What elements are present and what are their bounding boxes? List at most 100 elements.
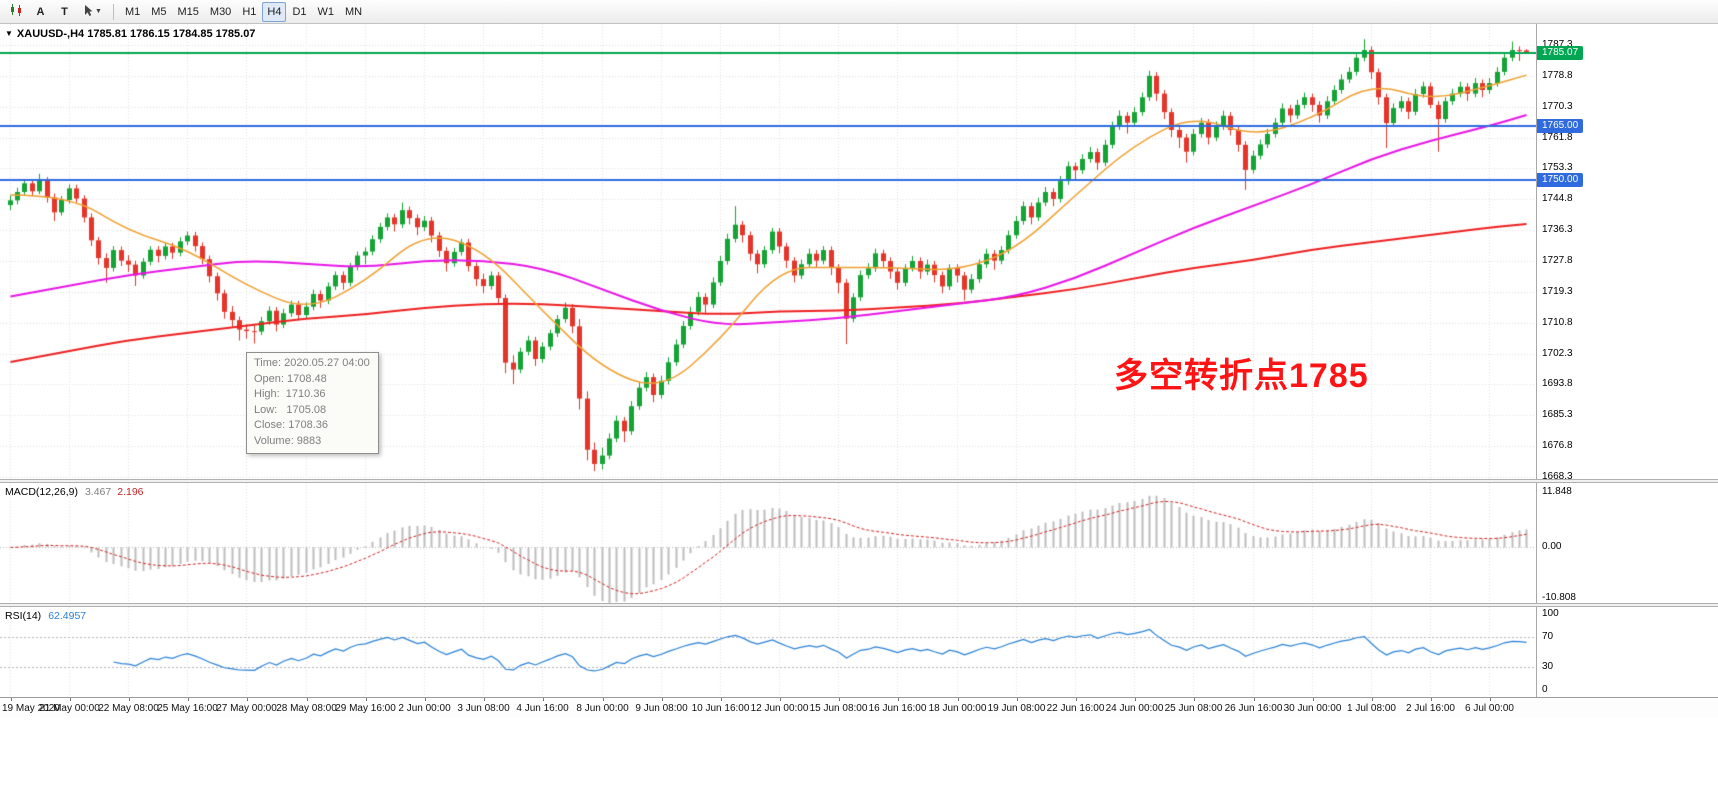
timeframe-label: D1 — [292, 5, 307, 18]
scale-tick-label: 0 — [1542, 684, 1548, 696]
macd-scale[interactable]: 11.848 0.00 -10.808 — [1536, 483, 1718, 603]
scale-tick-label: 1753.3 — [1542, 162, 1573, 174]
panel-splitter[interactable] — [0, 479, 1718, 483]
timeframe-button-h4[interactable]: H4 — [262, 1, 287, 22]
time-axis-tick — [10, 698, 12, 701]
time-axis-tick — [69, 698, 71, 701]
symbol-ohlc-text: XAUUSD-,H4 1785.81 1786.15 1784.85 1785.… — [16, 28, 256, 40]
timeframe-label: W1 — [317, 5, 335, 18]
time-axis-label: 25 May 16:00 — [157, 703, 218, 714]
time-axis-label: 8 Jun 00:00 — [576, 703, 629, 714]
scale-tick-label: 1727.8 — [1542, 254, 1573, 266]
rsi-canvas[interactable] — [0, 607, 1536, 697]
time-axis-label: 4 Jun 16:00 — [516, 703, 569, 714]
scale-tick-label: 70 — [1542, 630, 1554, 642]
scale-tick-label: 1710.8 — [1542, 316, 1573, 328]
time-axis-label: 16 Jun 16:00 — [868, 703, 927, 714]
time-axis-label: 2 Jun 00:00 — [398, 703, 451, 714]
time-axis-tick — [128, 698, 130, 701]
time-axis-tick — [779, 698, 781, 701]
time-axis[interactable]: 19 May 2020 21 May 00:00 22 May 08:00 25 Ma… — [0, 697, 1718, 717]
time-axis-tick — [542, 698, 544, 701]
text-tool-button[interactable]: A — [29, 2, 52, 22]
rsi-value: 62.4957 — [48, 610, 87, 622]
tooltip-time: Time: 2020.05.27 04:00 — [254, 357, 370, 369]
time-axis-tick — [838, 698, 840, 701]
time-axis-label: 26 Jun 16:00 — [1224, 703, 1283, 714]
timeframe-button-d1[interactable]: D1 — [287, 2, 311, 22]
time-axis-tick — [1193, 698, 1195, 701]
time-axis-tick — [661, 698, 663, 701]
toolbar-separator — [112, 3, 114, 20]
timeframe-label: M15 — [177, 5, 199, 18]
time-axis-label: 18 Jun 00:00 — [928, 703, 987, 714]
scale-tick-label: 11.848 — [1542, 486, 1572, 498]
ohlc-readout: ▼ XAUUSD-,H4 1785.81 1786.15 1784.85 1785… — [5, 28, 255, 40]
timeframe-button-w1[interactable]: W1 — [313, 2, 340, 22]
time-axis-tick — [1430, 698, 1432, 701]
toolbar: A T ▼ M1 M5 M15 M30 H1 H4 D1 W1 MN — [0, 0, 1718, 24]
price-line-tag: 1750.00 — [1537, 173, 1584, 188]
time-axis-label: 15 Jun 08:00 — [809, 703, 868, 714]
rsi-name: RSI(14) — [5, 610, 42, 622]
time-axis-tick — [187, 698, 189, 701]
one-click-collapse-icon[interactable]: ▼ — [5, 29, 13, 38]
time-axis-label: 1 Jul 08:00 — [1347, 703, 1396, 714]
macd-value-signal: 2.196 — [117, 486, 144, 498]
time-axis-tick — [365, 698, 367, 701]
macd-canvas[interactable] — [0, 483, 1536, 603]
rsi-scale[interactable]: 100 70 30 0 — [1536, 607, 1718, 697]
scale-tick-label: 1693.8 — [1542, 378, 1573, 390]
scale-tick-label: 1761.8 — [1542, 131, 1573, 143]
scale-tick-label: 1736.3 — [1542, 224, 1573, 236]
time-axis-label: 19 Jun 08:00 — [987, 703, 1046, 714]
time-axis-tick — [1312, 698, 1314, 701]
candlestick-icon — [9, 3, 23, 20]
template-tool-button[interactable]: T — [53, 2, 76, 22]
scale-tick-label: 30 — [1542, 661, 1554, 673]
time-axis-label: 10 Jun 16:00 — [691, 703, 750, 714]
timeframe-button-mn[interactable]: MN — [340, 2, 367, 22]
time-axis-tick — [720, 698, 722, 701]
time-axis-label: 12 Jun 00:00 — [750, 703, 809, 714]
rsi-panel: 100 70 30 0 RSI(14) 62.4957 — [0, 607, 1718, 697]
timeframe-button-h1[interactable]: H1 — [237, 2, 261, 22]
scale-tick-label: 1744.8 — [1542, 193, 1573, 205]
timeframe-button-m30[interactable]: M30 — [205, 2, 236, 22]
price-annotation[interactable]: 多空转折点1785 — [1114, 357, 1369, 395]
time-axis-label: 19 May 2020 — [2, 703, 60, 714]
scale-tick-label: -10.808 — [1542, 591, 1576, 603]
chart-type-candles-button[interactable] — [4, 2, 28, 22]
time-axis-label: 24 Jun 00:00 — [1105, 703, 1164, 714]
tooltip-open: Open: 1708.48 — [254, 372, 327, 385]
template-tool-label: T — [61, 5, 68, 18]
macd-name: MACD(12,26,9) — [5, 486, 78, 498]
time-axis-label: 6 Jul 00:00 — [1465, 703, 1514, 714]
scale-tick-label: 1778.8 — [1542, 69, 1573, 81]
cursor-tool-dropdown[interactable]: ▼ — [77, 2, 107, 22]
time-axis-tick — [1371, 698, 1373, 701]
time-axis-label: 3 Jun 08:00 — [457, 703, 510, 714]
timeframe-button-m1[interactable]: M1 — [120, 2, 145, 22]
timeframe-button-m5[interactable]: M5 — [146, 2, 171, 22]
time-axis-label: 29 May 16:00 — [335, 703, 396, 714]
scale-tick-label: 1702.3 — [1542, 347, 1573, 359]
price-chart-canvas[interactable] — [0, 24, 1536, 479]
macd-panel: 11.848 0.00 -10.808 MACD(12,26,9) 3.467 2.19… — [0, 483, 1718, 603]
tooltip-low: Low: 1705.08 — [254, 403, 327, 416]
macd-value-main: 3.467 — [84, 486, 112, 498]
timeframe-label: H4 — [267, 5, 282, 18]
timeframe-button-m15[interactable]: M15 — [173, 2, 204, 22]
cursor-arrow-icon — [82, 4, 93, 20]
panel-splitter[interactable] — [0, 603, 1718, 607]
tooltip-high: High: 1710.36 — [254, 388, 326, 400]
timeframe-label: M5 — [151, 5, 167, 18]
price-scale[interactable]: 1787.3 1778.8 1770.3 1761.8 1753.3 1744.8 1736… — [1536, 24, 1718, 479]
scale-tick-label: 1685.3 — [1542, 409, 1573, 421]
time-axis-tick — [424, 698, 426, 701]
chevron-down-icon: ▼ — [95, 8, 102, 15]
bottom-empty-area — [0, 717, 1718, 793]
timeframe-label: H1 — [242, 5, 257, 18]
time-axis-tick — [957, 698, 959, 701]
